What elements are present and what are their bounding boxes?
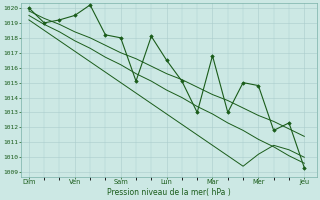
X-axis label: Pression niveau de la mer( hPa ): Pression niveau de la mer( hPa ) [107,188,231,197]
